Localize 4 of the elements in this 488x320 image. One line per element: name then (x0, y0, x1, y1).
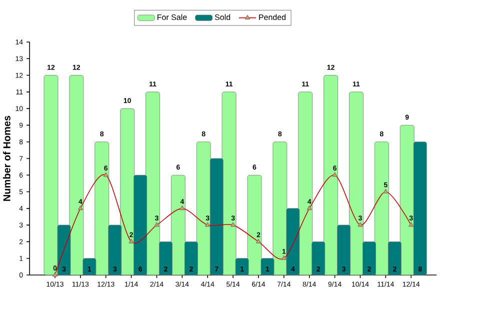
legend-label: Pended (259, 14, 286, 20)
legend-label: For Sale (158, 14, 187, 20)
legend-label: Sold (214, 14, 230, 20)
y-axis-title: Number of Homes (3, 116, 10, 201)
